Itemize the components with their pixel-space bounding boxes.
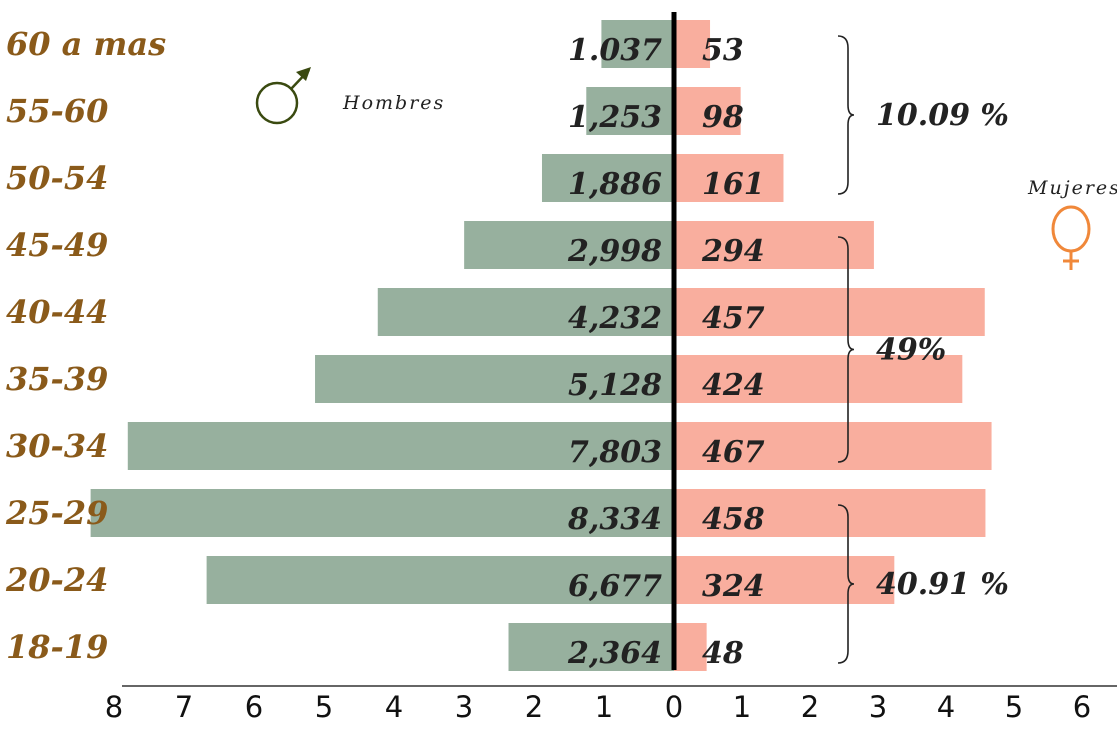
male-legend: Hombres — [255, 67, 445, 125]
male-value-label: 4,232 — [568, 301, 662, 336]
male-bar-4 — [377, 288, 674, 336]
male-value-label: 7,803 — [568, 435, 662, 470]
female-value-label: 98 — [702, 100, 744, 135]
x-tick-label: 5 — [315, 690, 333, 724]
male-value-label: 6,677 — [568, 569, 662, 604]
male-value-label: 8,334 — [567, 502, 662, 537]
male-value-label: 1,253 — [568, 100, 662, 135]
female-legend: Mujeres — [1027, 177, 1117, 270]
female-bar-2 — [674, 154, 784, 202]
x-tick-label: 2 — [801, 690, 819, 724]
age-group-label: 35-39 — [6, 360, 108, 398]
male-value-label: 5,128 — [568, 368, 662, 403]
female-bar-3 — [674, 221, 874, 269]
male-bar-2 — [541, 154, 674, 202]
female-bar-1 — [674, 87, 741, 135]
age-group-label: 45-49 — [6, 226, 108, 264]
age-group-label: 18-19 — [6, 628, 108, 666]
group-brace-1 — [837, 236, 855, 463]
female-bar-4 — [674, 288, 985, 336]
male-bar-5 — [315, 355, 674, 403]
age-group-label: 50-54 — [6, 159, 108, 197]
group-percentage-label: 10.09 % — [876, 98, 1009, 133]
male-symbol-arrowhead — [296, 67, 311, 81]
male-bar-6 — [127, 422, 675, 470]
female-bar-7 — [674, 489, 986, 537]
female-value-label: 324 — [702, 569, 765, 604]
age-group-label: 20-24 — [5, 561, 108, 599]
age-group-label: 60 a mas — [6, 25, 166, 63]
female-legend-label: Mujeres — [1027, 177, 1117, 199]
group-braces-layer: 10.09 % 49% 40.91 % — [837, 35, 1009, 664]
female-bar-5 — [674, 355, 963, 403]
age-group-label: 40-44 — [6, 293, 108, 331]
female-value-label: 53 — [702, 33, 744, 68]
bars-layer — [90, 20, 992, 671]
male-bar-8 — [206, 556, 675, 604]
male-symbol-icon — [255, 69, 310, 125]
x-tick-label: 5 — [1005, 690, 1023, 724]
female-value-label: 161 — [702, 167, 765, 202]
x-tick-label: 2 — [525, 690, 543, 724]
age-group-label: 30-34 — [6, 427, 108, 465]
x-tick-label: 6 — [245, 690, 263, 724]
male-bar-0 — [601, 20, 674, 68]
female-bar-6 — [674, 422, 992, 470]
x-tick-label: 1 — [595, 690, 613, 724]
male-legend-label: Hombres — [342, 92, 445, 114]
male-bar-7 — [90, 489, 675, 537]
x-tick-label: 4 — [937, 690, 955, 724]
male-bar-1 — [586, 87, 674, 135]
tick-labels-layer: 8 7 6 5 4 3 2 1 0 1 2 3 4 5 6 — [105, 690, 1091, 724]
group-brace-2 — [837, 504, 855, 664]
male-value-label: 1.037 — [568, 33, 662, 68]
female-bar-8 — [674, 556, 895, 604]
age-group-label: 55-60 — [6, 92, 108, 130]
x-tick-label: 3 — [455, 690, 473, 724]
female-value-label: 458 — [702, 502, 765, 537]
x-tick-label: 1 — [733, 690, 751, 724]
male-bar-3 — [464, 221, 674, 269]
x-tick-label: 4 — [385, 690, 403, 724]
female-bar-0 — [674, 20, 711, 68]
male-bar-9 — [508, 623, 674, 671]
male-value-label: 2,364 — [567, 636, 662, 671]
female-value-label: 294 — [701, 234, 765, 269]
male-value-label: 1,886 — [568, 167, 662, 202]
group-percentage-label: 40.91 % — [876, 567, 1009, 602]
female-symbol-icon — [1051, 205, 1091, 270]
female-value-label: 457 — [702, 301, 765, 336]
male-value-label: 2,998 — [567, 234, 662, 269]
group-percentage-label: 49% — [876, 333, 946, 368]
female-value-label: 48 — [702, 636, 744, 671]
x-tick-label: 8 — [105, 690, 123, 724]
female-value-label: 467 — [702, 435, 765, 470]
female-value-label: 424 — [702, 368, 765, 403]
x-tick-label: 7 — [175, 690, 193, 724]
x-tick-label: 6 — [1073, 690, 1091, 724]
labels-layer: 60 a mas 1.037 53 55-60 1,253 98 50-54 1,886 161… — [5, 25, 765, 671]
x-tick-label: 3 — [869, 690, 887, 724]
group-brace-0 — [837, 35, 855, 195]
age-group-label: 25-29 — [5, 494, 108, 532]
x-tick-label-zero: 0 — [665, 690, 683, 724]
female-bar-9 — [674, 623, 707, 671]
